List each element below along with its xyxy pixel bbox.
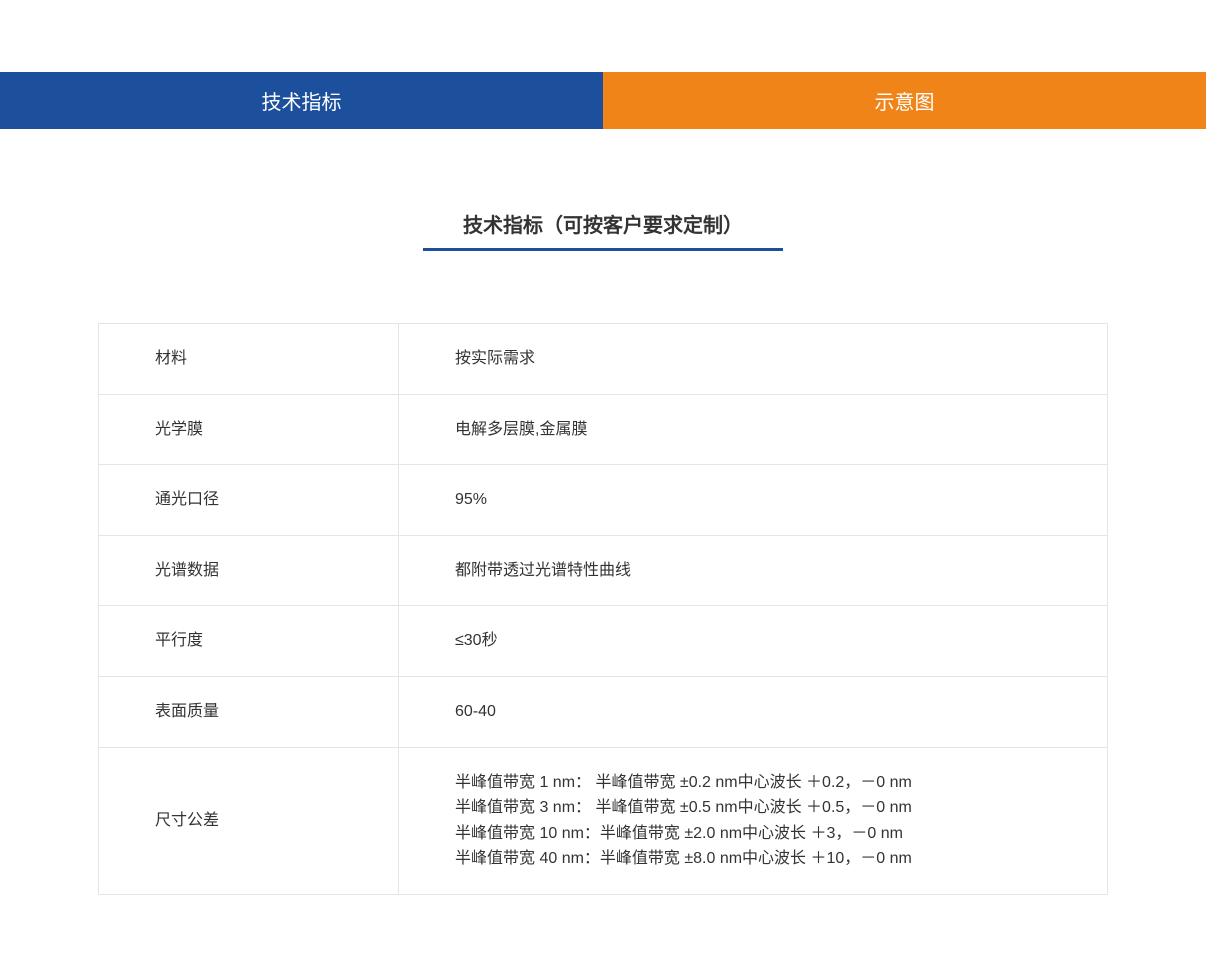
tab-diagram[interactable]: 示意图 bbox=[603, 72, 1206, 129]
table-row: 光谱数据 都附带透过光谱特性曲线 bbox=[99, 535, 1108, 606]
tab-specs-label: 技术指标 bbox=[262, 92, 342, 114]
spec-value: 按实际需求 bbox=[399, 324, 1108, 395]
spec-value: 都附带透过光谱特性曲线 bbox=[399, 535, 1108, 606]
section-title: 技术指标（可按客户要求定制） bbox=[98, 209, 1108, 263]
spec-label: 通光口径 bbox=[99, 465, 399, 536]
spec-label: 光谱数据 bbox=[99, 535, 399, 606]
table-row: 通光口径 95% bbox=[99, 465, 1108, 536]
tab-bar: 技术指标 示意图 bbox=[0, 72, 1206, 129]
tab-diagram-label: 示意图 bbox=[875, 92, 935, 114]
table-row: 表面质量 60-40 bbox=[99, 676, 1108, 747]
tab-specs[interactable]: 技术指标 bbox=[0, 72, 603, 129]
table-row: 光学膜 电解多层膜,金属膜 bbox=[99, 394, 1108, 465]
spec-value: 60-40 bbox=[399, 676, 1108, 747]
spec-value: 半峰值带宽 1 nm： 半峰值带宽 ±0.2 nm中心波长 ＋0.2，－0 nm… bbox=[399, 747, 1108, 894]
spec-label: 尺寸公差 bbox=[99, 747, 399, 894]
spec-value: 电解多层膜,金属膜 bbox=[399, 394, 1108, 465]
spec-label: 平行度 bbox=[99, 606, 399, 677]
spec-value: 95% bbox=[399, 465, 1108, 536]
spec-value: ≤30秒 bbox=[399, 606, 1108, 677]
table-row: 材料 按实际需求 bbox=[99, 324, 1108, 395]
table-row: 尺寸公差 半峰值带宽 1 nm： 半峰值带宽 ±0.2 nm中心波长 ＋0.2，… bbox=[99, 747, 1108, 894]
spec-table: 材料 按实际需求 光学膜 电解多层膜,金属膜 通光口径 95% 光谱数据 都附带… bbox=[98, 323, 1108, 895]
spec-label: 光学膜 bbox=[99, 394, 399, 465]
spec-label: 表面质量 bbox=[99, 676, 399, 747]
table-row: 平行度 ≤30秒 bbox=[99, 606, 1108, 677]
spec-table-body: 材料 按实际需求 光学膜 电解多层膜,金属膜 通光口径 95% 光谱数据 都附带… bbox=[99, 324, 1108, 895]
content-area: 技术指标（可按客户要求定制） 材料 按实际需求 光学膜 电解多层膜,金属膜 通光… bbox=[98, 129, 1108, 895]
spec-label: 材料 bbox=[99, 324, 399, 395]
